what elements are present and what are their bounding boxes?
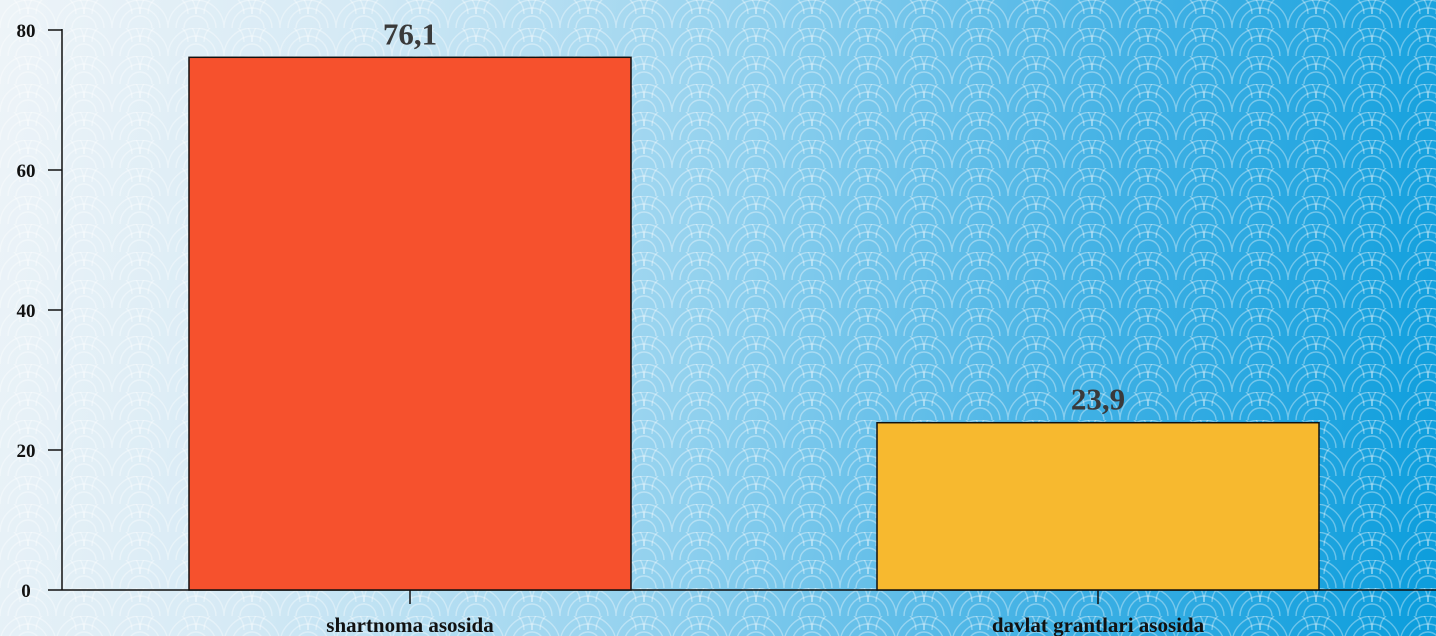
bar [877,423,1319,590]
y-tick-label: 60 [17,161,36,182]
bar-value-label: 23,9 [1071,382,1125,417]
y-tick-label: 0 [21,581,31,602]
x-category-label: shartnoma asosida [326,613,494,636]
y-tick-label: 40 [17,301,36,322]
y-tick-label: 80 [17,21,36,42]
bar-value-label: 76,1 [383,16,437,51]
x-category-label: davlat grantlari asosida [992,613,1205,636]
bar [189,57,631,590]
y-tick-label: 20 [17,441,36,462]
